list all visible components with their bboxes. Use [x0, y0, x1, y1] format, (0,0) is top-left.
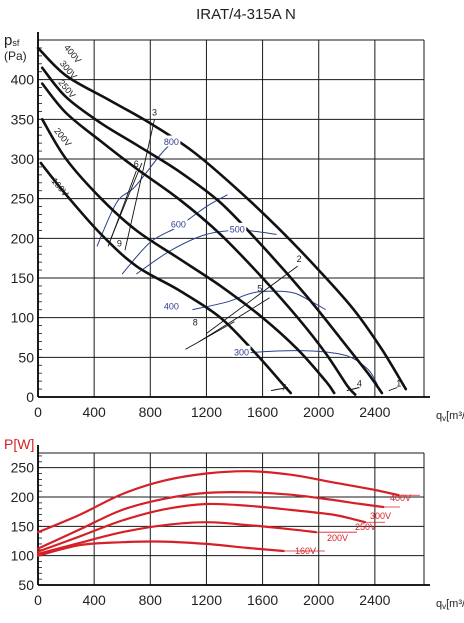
series-line	[36, 490, 385, 550]
marker-label: 9	[117, 238, 122, 248]
x-tick-label: 1200	[191, 404, 222, 420]
iso-label: 800	[164, 137, 179, 147]
y-tick-label: 200	[11, 489, 35, 505]
operating-point-line	[346, 387, 360, 392]
iso-label: 500	[230, 224, 245, 234]
y-tick-label: 0	[26, 389, 34, 405]
y-tick-label: 350	[11, 111, 35, 127]
marker-label: 6	[134, 159, 139, 169]
marker-label: 4	[357, 379, 362, 389]
x-tick-label: 2000	[303, 404, 334, 420]
iso-label-bg	[162, 135, 181, 147]
y-axis-label: psf	[4, 32, 20, 49]
x-tick-label: 1600	[247, 592, 278, 608]
x-tick-label: 2000	[303, 592, 334, 608]
operating-point-line	[124, 119, 155, 251]
series-line	[36, 502, 367, 553]
y-tick-label: 300	[11, 151, 35, 167]
operating-point-line	[199, 297, 270, 342]
iso-label-bg	[232, 345, 251, 357]
iso-label: 400	[164, 301, 179, 311]
y-tick-label: 100	[11, 548, 35, 564]
operating-point-line	[388, 387, 398, 392]
x-tick-label: 0	[34, 404, 42, 420]
chart-title: IRAT/4-315A N	[196, 6, 296, 23]
iso-label: 600	[171, 220, 186, 230]
y-tick-label: 100	[11, 310, 35, 326]
y-tick-label: 150	[11, 270, 35, 286]
x-tick-label: 2400	[359, 404, 390, 420]
marker-label: 3	[152, 107, 157, 117]
iso-efficiency-line	[121, 194, 228, 275]
y-tick-label: 50	[18, 577, 34, 593]
operating-point-line	[206, 265, 298, 334]
y-tick-label: 250	[11, 460, 35, 476]
series-label: 250V	[355, 522, 376, 532]
iso-label-bg	[228, 222, 247, 234]
y-axis-unit: (Pa)	[4, 49, 27, 63]
marker-label: 1	[396, 379, 401, 389]
series-line	[36, 540, 285, 557]
y-tick-label: 200	[11, 230, 35, 246]
marker-label: 2	[297, 254, 302, 264]
series-line	[40, 82, 357, 396]
x-tick-label: 2400	[359, 592, 390, 608]
series-label: 400V	[390, 493, 411, 503]
y-tick-label: 150	[11, 518, 35, 534]
x-tick-label: 800	[139, 592, 163, 608]
iso-efficiency-line	[241, 350, 379, 386]
x-axis-label: qv[m³/h]	[436, 410, 464, 423]
y-tick-label: 50	[18, 349, 34, 365]
series-line	[36, 521, 317, 555]
series-label: 300V	[370, 511, 391, 521]
series-line	[36, 46, 408, 391]
iso-label: 300	[234, 347, 249, 357]
series-line	[40, 118, 336, 395]
x-tick-label: 0	[34, 592, 42, 608]
marker-label: 7	[281, 383, 286, 393]
series-label: 200V	[52, 126, 73, 149]
series-label: 200V	[327, 533, 348, 543]
marker-label: 5	[257, 283, 262, 293]
iso-efficiency-line	[136, 229, 277, 275]
x-tick-label: 400	[82, 404, 106, 420]
iso-label-bg	[162, 299, 181, 311]
iso-label-bg	[169, 218, 188, 230]
y-axis-label: P[W]	[4, 436, 34, 452]
series-line	[36, 470, 400, 534]
iso-efficiency-line	[96, 142, 172, 247]
x-tick-label: 800	[139, 404, 163, 420]
series-line	[39, 161, 292, 395]
x-tick-label: 1600	[247, 404, 278, 420]
operating-point-line	[185, 321, 235, 350]
x-axis-label: qv[m³/h]	[436, 598, 464, 611]
series-line	[40, 66, 384, 395]
y-tick-label: 400	[11, 72, 35, 88]
y-tick-label: 250	[11, 191, 35, 207]
x-tick-label: 1200	[191, 592, 222, 608]
marker-label: 8	[193, 318, 198, 328]
x-tick-label: 400	[82, 592, 106, 608]
series-label: 160V	[295, 546, 316, 556]
